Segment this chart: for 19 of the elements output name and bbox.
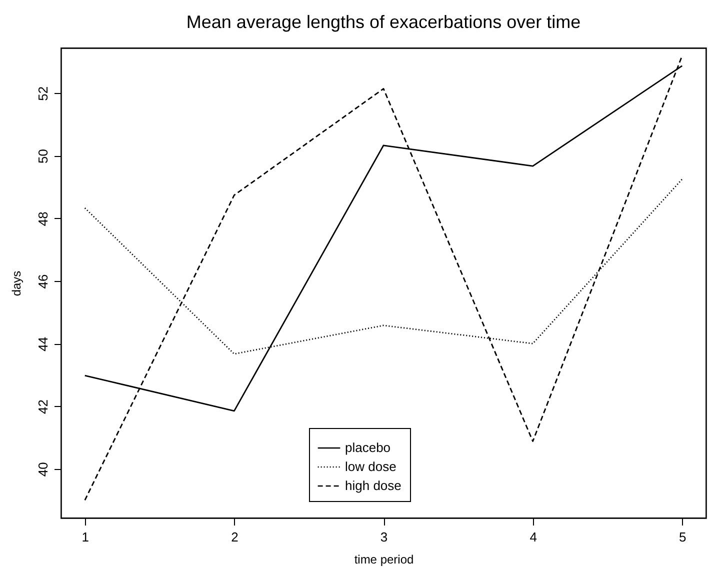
y-tick-label: 52 xyxy=(36,86,50,101)
x-tick-label: 4 xyxy=(530,530,537,544)
y-tick-label: 40 xyxy=(36,462,50,477)
x-tick-label: 2 xyxy=(231,530,238,544)
y-tick-label: 44 xyxy=(36,336,50,352)
x-tick-label: 1 xyxy=(82,530,90,544)
line-series xyxy=(84,55,683,501)
x-tick-label: 3 xyxy=(380,530,388,544)
legend-label: low dose xyxy=(345,459,396,474)
y-tick-label: 50 xyxy=(36,148,50,164)
y-axis-title: days xyxy=(10,270,24,296)
x-axis-title: time period xyxy=(354,552,414,566)
y-tick-label: 46 xyxy=(36,274,50,289)
y-tick-label: 48 xyxy=(36,212,50,226)
y-tick-label: 42 xyxy=(36,399,50,414)
legend-label: placebo xyxy=(345,440,391,455)
chart-title: Mean average lengths of exacerbations over time xyxy=(186,12,581,32)
legend-label: high dose xyxy=(345,478,402,493)
x-tick-label: 5 xyxy=(678,530,686,544)
